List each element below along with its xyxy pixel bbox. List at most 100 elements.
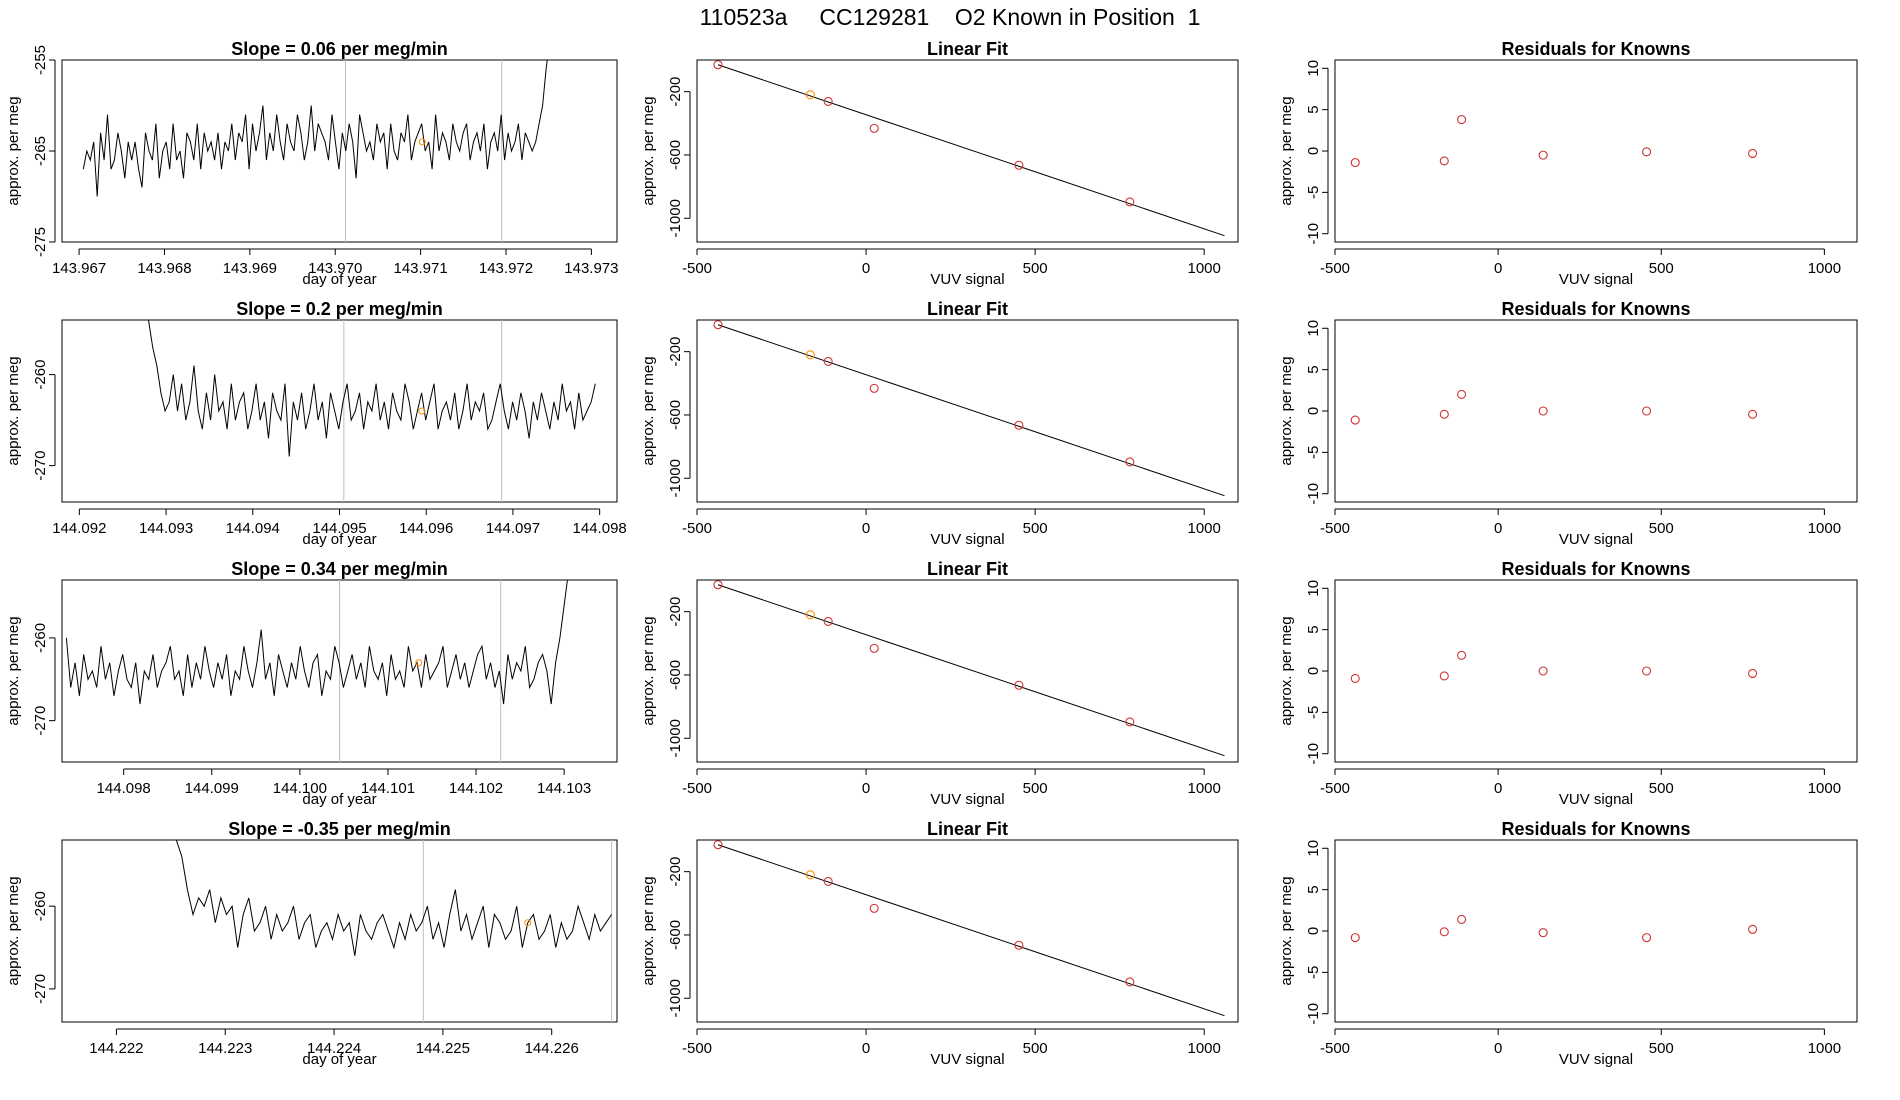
data-point <box>1125 197 1135 207</box>
data-point <box>1457 389 1467 400</box>
highlight-data-point <box>805 610 815 620</box>
residuals-chart-row-1: Residuals for Knowns -500 0 500 1000 VUV sign… <box>1278 39 1858 288</box>
y-tick-label: 0 <box>1305 407 1322 415</box>
x-axis-label: day of year <box>302 531 376 548</box>
data-point <box>1350 158 1360 168</box>
x-tick-label: 143.973 <box>564 260 618 277</box>
data-point <box>1014 940 1024 950</box>
data-point <box>823 616 833 627</box>
fit-line <box>717 64 1225 237</box>
plot-area <box>1350 914 1758 943</box>
x-tick-label: 500 <box>1023 1040 1048 1057</box>
data-point <box>823 876 833 887</box>
data-point <box>1642 147 1652 157</box>
y-tick-label: 10 <box>1305 320 1322 337</box>
data-point <box>1439 156 1449 166</box>
data-point <box>1439 671 1449 681</box>
data-point <box>1014 160 1024 170</box>
data-point <box>713 320 723 330</box>
x-tick-label: 144.098 <box>573 520 627 537</box>
y-tick-label: 0 <box>1305 147 1322 155</box>
data-point <box>1457 650 1467 660</box>
y-axis-label: approx. per meg <box>5 876 22 985</box>
data-point <box>1538 666 1548 676</box>
y-tick-label: 5 <box>1305 625 1322 633</box>
data-point <box>1538 150 1548 160</box>
x-tick-label: 500 <box>1023 780 1048 797</box>
data-point <box>869 643 879 653</box>
x-tick-label: 1000 <box>1808 1040 1841 1057</box>
fit-line <box>717 584 1225 757</box>
y-tick-label: -270 <box>32 706 49 736</box>
time-series-chart-row-2: Slope = 0.2 per meg/min 144.092 144.093 144… <box>5 299 627 548</box>
data-point <box>1457 914 1467 924</box>
x-tick-label: -500 <box>682 520 712 537</box>
y-tick-label: -5 <box>1305 186 1322 199</box>
y-axis-label: approx. per meg <box>640 356 657 465</box>
y-axis-label: approx. per meg <box>5 356 22 465</box>
chart-title: Slope = 0.2 per meg/min <box>236 299 443 319</box>
x-tick-label: 1000 <box>1188 260 1221 277</box>
data-point <box>1350 933 1360 943</box>
y-tick-label: -5 <box>1305 706 1322 719</box>
y-tick-label: 0 <box>1305 667 1322 675</box>
fit-line <box>717 324 1225 497</box>
x-tick-label: 144.098 <box>97 780 151 797</box>
y-tick-label: -260 <box>32 623 49 653</box>
y-axis-label: approx. per meg <box>1278 876 1295 985</box>
plot-area <box>82 60 548 242</box>
x-tick-label: 144.101 <box>361 780 415 797</box>
chart-title: Linear Fit <box>927 559 1008 579</box>
y-tick-label: -275 <box>32 227 49 257</box>
linear-fit-chart-row-2: Linear Fit -500 0 500 1000 VUV signal -200 -600… <box>640 299 1239 548</box>
x-tick-label: 144.096 <box>399 520 453 537</box>
x-tick-label: 1000 <box>1188 1040 1221 1057</box>
y-tick-label: -255 <box>32 45 49 75</box>
time-series-chart-row-1: Slope = 0.06 per meg/min 143.967 143.968 14… <box>5 39 619 288</box>
data-point <box>869 123 879 133</box>
y-tick-label: -1000 <box>667 979 684 1017</box>
y-tick-label: -5 <box>1305 966 1322 979</box>
chart-title: Slope = 0.34 per meg/min <box>231 559 448 579</box>
x-tick-label: 144.100 <box>273 780 327 797</box>
y-tick-label: -270 <box>32 451 49 481</box>
plot-frame <box>696 839 1239 1023</box>
data-point <box>1748 148 1758 159</box>
x-axis-label: VUV signal <box>1559 271 1633 288</box>
x-axis-label: VUV signal <box>930 271 1004 288</box>
y-axis-label: approx. per meg <box>1278 96 1295 205</box>
data-point <box>713 840 723 850</box>
data-point <box>1350 415 1360 425</box>
x-tick-label: -500 <box>682 780 712 797</box>
linear-fit-chart-row-1: Linear Fit -500 0 500 1000 VUV signal -200 -600… <box>640 39 1239 288</box>
y-tick-label: -600 <box>667 140 684 170</box>
y-tick-label: -1000 <box>667 719 684 757</box>
data-point <box>1439 409 1449 419</box>
highlight-marker <box>418 407 426 415</box>
y-tick-label: -600 <box>667 920 684 950</box>
x-tick-label: 0 <box>1494 1040 1502 1057</box>
x-tick-label: 0 <box>1494 260 1502 277</box>
y-tick-label: -270 <box>32 974 49 1004</box>
residuals-chart-row-3: Residuals for Knowns -500 0 500 1000 VUV sign… <box>1278 559 1858 808</box>
x-tick-label: 143.971 <box>393 260 447 277</box>
y-tick-label: -10 <box>1305 1003 1322 1025</box>
x-tick-label: 0 <box>1494 520 1502 537</box>
x-tick-label: -500 <box>1320 780 1350 797</box>
y-tick-label: -5 <box>1305 446 1322 459</box>
x-tick-label: 143.969 <box>223 260 277 277</box>
x-axis-label: VUV signal <box>930 1051 1004 1068</box>
series-line <box>82 60 548 197</box>
chart-title: Linear Fit <box>927 39 1008 59</box>
time-series-chart-row-3: Slope = 0.34 per meg/min 144.098 144.099 14… <box>5 559 618 808</box>
x-tick-label: 144.103 <box>537 780 591 797</box>
x-axis-label: VUV signal <box>1559 791 1633 808</box>
y-tick-label: -260 <box>32 891 49 921</box>
linear-fit-chart-row-3: Linear Fit -500 0 500 1000 VUV signal -200 -600… <box>640 559 1239 808</box>
data-point <box>713 580 723 590</box>
x-tick-label: 0 <box>1494 780 1502 797</box>
plot-frame <box>696 319 1239 503</box>
highlight-data-point <box>805 90 815 100</box>
data-point <box>1439 927 1449 937</box>
